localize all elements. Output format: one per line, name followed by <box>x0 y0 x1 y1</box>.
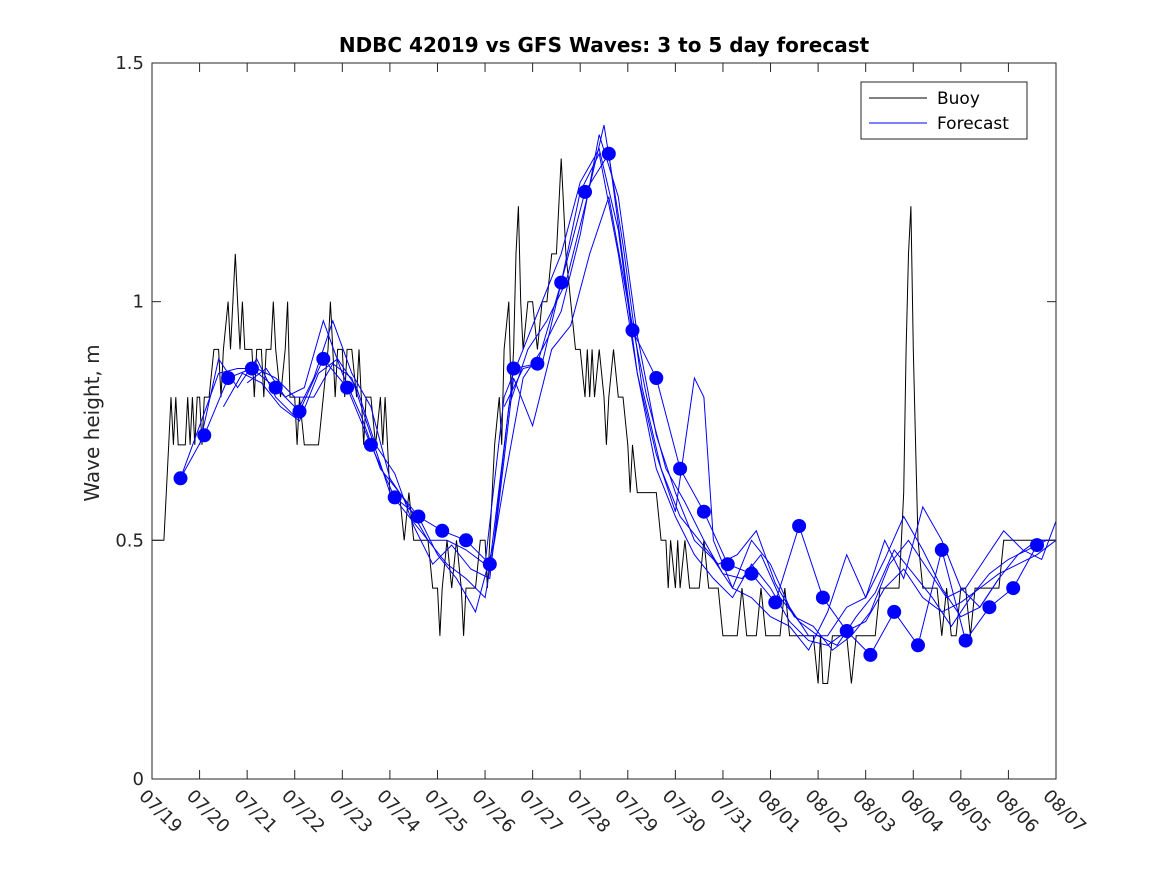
forecast-run-5-line <box>503 152 1000 652</box>
forecast-run-4-line <box>246 196 1047 646</box>
forecast-marker <box>934 542 949 557</box>
forecast-marker <box>696 504 711 519</box>
forecast-marker <box>911 638 925 653</box>
forecast-marker <box>530 356 545 371</box>
y-axis-label: Wave height, m <box>80 344 104 501</box>
plot-frame <box>151 62 1057 780</box>
forecast-run-2-line <box>199 134 1056 637</box>
forecast-marker <box>268 380 283 395</box>
forecast-marker <box>292 404 307 419</box>
forecast-marker <box>482 557 497 572</box>
y-tick-label: 0 <box>133 769 144 790</box>
forecast-marker <box>340 380 355 395</box>
forecast-marker <box>958 633 973 648</box>
forecast-marker <box>673 461 688 476</box>
forecast-marker <box>863 647 878 662</box>
forecast-marker <box>601 146 616 161</box>
forecast-marker <box>839 624 854 638</box>
forecast-marker <box>435 523 450 538</box>
legend-label-forecast: Forecast <box>937 114 1009 134</box>
forecast-marker <box>363 437 378 452</box>
forecast-marker <box>173 471 188 486</box>
plot-series-group <box>152 124 1057 684</box>
forecast-marker <box>768 595 783 610</box>
forecast-marker <box>815 590 830 605</box>
legend: Buoy Forecast <box>860 81 1028 140</box>
forecast-marker <box>506 361 521 376</box>
forecast-marker <box>744 566 759 581</box>
forecast-marker <box>649 371 664 385</box>
forecast-marker <box>411 509 426 524</box>
forecast-marker <box>221 371 236 385</box>
chart-title: NDBC 42019 vs GFS Waves: 3 to 5 day fore… <box>339 33 870 57</box>
forecast-marker <box>792 519 807 533</box>
forecast-marker <box>316 351 331 366</box>
forecast-marker <box>244 361 259 376</box>
forecast-run-3-line <box>222 124 1057 651</box>
forecast-marker <box>554 275 569 290</box>
legend-box <box>860 81 1028 140</box>
forecast-marker <box>197 428 212 443</box>
forecast-marker <box>387 490 402 505</box>
forecast-marker <box>625 323 640 338</box>
forecast-marker <box>982 600 997 615</box>
legend-label-buoy: Buoy <box>937 89 980 109</box>
forecast-marker <box>887 604 902 619</box>
y-tick-label: 0.5 <box>115 530 144 551</box>
forecast-marker <box>1006 581 1021 596</box>
forecast-marker <box>1030 538 1044 553</box>
forecast-marker <box>720 557 735 572</box>
forecast-marker <box>459 533 473 548</box>
forecast-line <box>180 147 1057 646</box>
y-tick-label: 1.5 <box>115 53 144 74</box>
y-tick-label: 1 <box>133 292 144 313</box>
forecast-marker <box>578 184 592 199</box>
buoy-line <box>152 158 1056 684</box>
